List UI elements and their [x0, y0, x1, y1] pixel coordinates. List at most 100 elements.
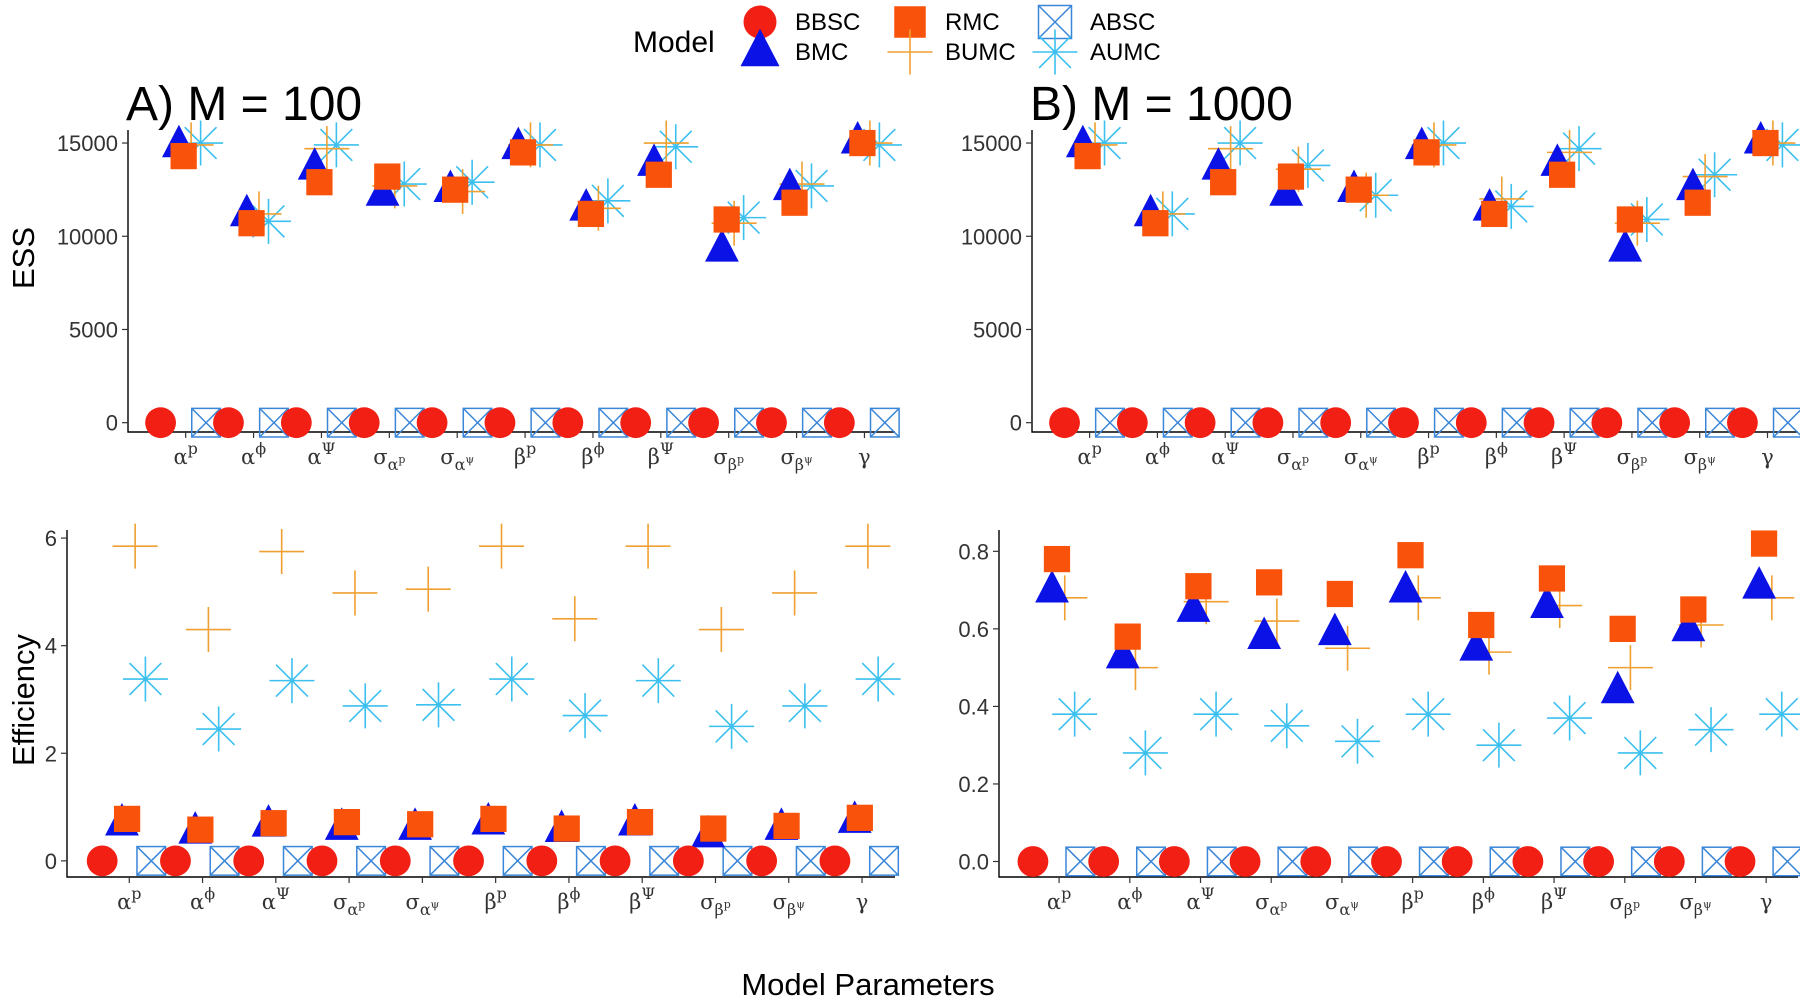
point-rmc	[1074, 142, 1101, 170]
point-bumc	[1325, 625, 1371, 671]
y-tick-label: 15000	[961, 131, 1022, 156]
point-rmc	[1397, 542, 1424, 569]
point-bbsc	[1252, 407, 1284, 439]
x-tick-label: αϕ	[190, 884, 215, 914]
x-tick-label: αp	[1077, 439, 1101, 469]
point-absc	[869, 407, 900, 438]
x-tick-label: βΨ	[648, 439, 674, 469]
point-bbsc	[599, 845, 631, 877]
y-tick-label: 5000	[973, 317, 1022, 342]
point-bmc	[1742, 566, 1777, 599]
point-aumc	[122, 656, 168, 702]
point-bbsc	[1320, 407, 1352, 439]
y-tick-label: 0	[1010, 411, 1022, 436]
legend-key-aumc	[1032, 29, 1078, 75]
point-absc	[1277, 846, 1308, 877]
point-absc	[649, 845, 680, 876]
x-tick-label: αϕ	[1145, 439, 1170, 469]
x-tick-label: σαp	[1277, 445, 1309, 474]
x-tick-label: σαψ	[1344, 445, 1378, 474]
point-aumc	[855, 656, 901, 702]
point-bbsc	[1184, 407, 1216, 439]
point-rmc	[113, 805, 141, 833]
legend-label-absc: ABSC	[1090, 9, 1155, 36]
point-bbsc	[1591, 407, 1623, 439]
point-bbsc	[526, 845, 558, 877]
legend-label-aumc: AUMC	[1090, 39, 1161, 66]
x-tick-label: βΨ	[1551, 439, 1577, 469]
x-tick-label: βp	[514, 439, 536, 469]
x-tick-label: βp	[484, 884, 506, 914]
panel-title-b: B) M = 1000	[1030, 78, 1293, 131]
point-rmc	[1255, 569, 1283, 596]
x-tick-label: βΨ	[629, 884, 655, 914]
point-bmc	[1247, 616, 1282, 649]
point-rmc	[509, 139, 537, 166]
x-tick-label: γ	[1760, 890, 1773, 914]
point-rmc	[1538, 565, 1566, 592]
x-tick-label: σβψ	[1684, 445, 1716, 474]
legend-label-bmc: BMC	[795, 39, 848, 66]
y-tick-label: 5000	[69, 317, 118, 342]
point-bmc	[1530, 585, 1564, 618]
point-bbsc	[1523, 407, 1555, 439]
x-tick-label: σαp	[1255, 890, 1287, 919]
point-bmc	[1176, 589, 1211, 622]
point-rmc	[553, 815, 580, 842]
point-aumc	[721, 195, 767, 241]
point-aumc	[416, 682, 462, 728]
point-bbsc	[379, 845, 411, 877]
point-bmc	[1317, 612, 1352, 646]
x-tick-label: σβψ	[773, 890, 805, 919]
point-bbsc	[1455, 407, 1487, 439]
point-bumc	[1208, 126, 1254, 172]
point-rmc	[1750, 530, 1778, 557]
y-tick-label: 0	[106, 411, 118, 436]
x-tick-label: σβψ	[780, 445, 812, 474]
point-rmc	[187, 816, 214, 843]
point-aumc	[709, 703, 755, 749]
ess-m100-panel: 0 5000 10000 15000 αp αϕ αΨ σαp σαψ βp βϕ βΨ σβp σβψ γ	[57, 120, 902, 474]
x-tick-label: σβp	[713, 445, 744, 474]
point-bumc	[845, 523, 891, 569]
y-tick-label: 0.8	[958, 539, 989, 564]
point-aumc	[782, 683, 828, 729]
y-tick-label: 15000	[57, 131, 118, 156]
point-bmc	[1600, 670, 1635, 704]
point-aumc	[269, 658, 315, 704]
point-rmc	[1210, 169, 1237, 196]
point-rmc	[333, 809, 361, 836]
legend-label-bumc: BUMC	[945, 39, 1016, 66]
x-tick-label: σβp	[1609, 890, 1640, 919]
point-rmc	[1752, 129, 1779, 157]
y-tick-label: 10000	[57, 224, 118, 249]
point-aumc	[1692, 152, 1738, 198]
point-rmc	[1616, 206, 1644, 233]
point-bmc	[1105, 635, 1140, 669]
point-bmc	[1035, 569, 1069, 603]
legend: Model BBSC BMC RMC BUMC ABSC AUMC	[633, 4, 1161, 75]
point-bbsc	[348, 407, 380, 439]
legend-key-bumc	[887, 29, 933, 75]
point-rmc	[1481, 200, 1508, 228]
y-tick-label: 0.2	[958, 772, 989, 797]
point-bumc	[1607, 645, 1653, 691]
legend-key-bbsc	[743, 5, 777, 39]
y-tick-label: 0.4	[958, 694, 989, 719]
x-tick-label: σαp	[333, 890, 365, 919]
point-aumc	[1264, 703, 1310, 749]
point-aumc	[1334, 718, 1380, 764]
point-aumc	[1122, 730, 1168, 776]
x-tick-label: βϕ	[581, 439, 604, 469]
point-rmc	[1548, 161, 1576, 188]
point-bbsc	[1724, 846, 1756, 877]
point-bbsc	[1653, 846, 1685, 877]
point-bbsc	[1229, 846, 1261, 877]
point-bbsc	[86, 845, 118, 877]
panel-title-a: A) M = 100	[126, 78, 362, 131]
x-tick-label: βp	[1417, 439, 1439, 469]
point-aumc	[1488, 183, 1534, 229]
point-rmc	[846, 804, 873, 831]
point-bumc	[552, 596, 598, 642]
point-rmc	[1185, 573, 1212, 600]
